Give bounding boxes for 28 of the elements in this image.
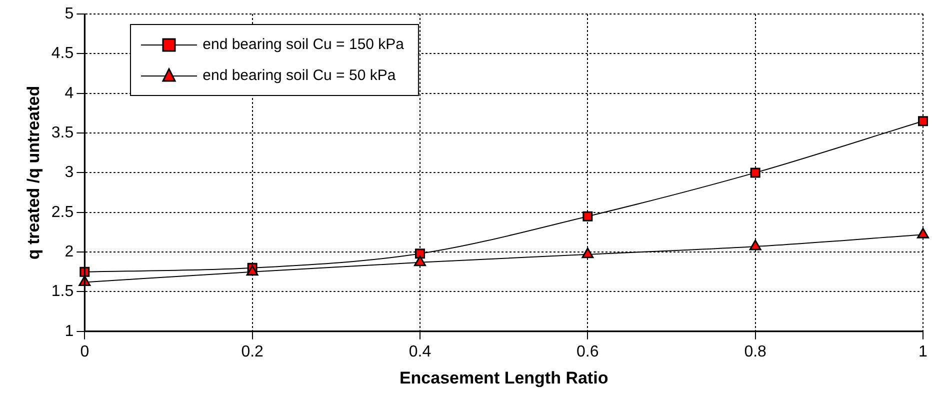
point	[414, 256, 426, 266]
y-tick-label: 4	[64, 84, 74, 102]
x-tick-label: 0.6	[576, 343, 599, 360]
legend-label: end bearing soil Cu = 150 kPa	[202, 36, 404, 53]
point	[749, 240, 762, 250]
y-tick-label: 3	[64, 164, 74, 182]
y-tick-label: 4.5	[51, 45, 74, 62]
x-axis-title: Encasement Length Ratio	[399, 368, 608, 388]
x-tick-label: 1	[918, 343, 928, 360]
y-tick-label: 5	[64, 5, 74, 22]
legend-label: end bearing soil Cu = 50 kPa	[202, 67, 396, 84]
y-tick-label: 2.5	[51, 204, 74, 221]
y-axis-title: q treated /q untreated	[24, 86, 43, 260]
y-tick-label: 3.5	[51, 124, 74, 142]
y-tick-label: 1	[64, 322, 74, 340]
x-tick-label: 0	[80, 343, 90, 360]
point	[582, 248, 594, 258]
point	[918, 116, 928, 126]
x-tick-label: 0.2	[241, 343, 264, 360]
y-tick-label: 2	[64, 243, 74, 260]
point	[582, 211, 593, 222]
point	[414, 248, 425, 259]
point	[917, 228, 929, 238]
point	[750, 168, 760, 178]
x-tick-label: 0.4	[408, 343, 432, 360]
point	[246, 265, 258, 276]
y-tick-label: 1.5	[51, 283, 74, 300]
x-tick-label: 0.8	[744, 343, 767, 360]
